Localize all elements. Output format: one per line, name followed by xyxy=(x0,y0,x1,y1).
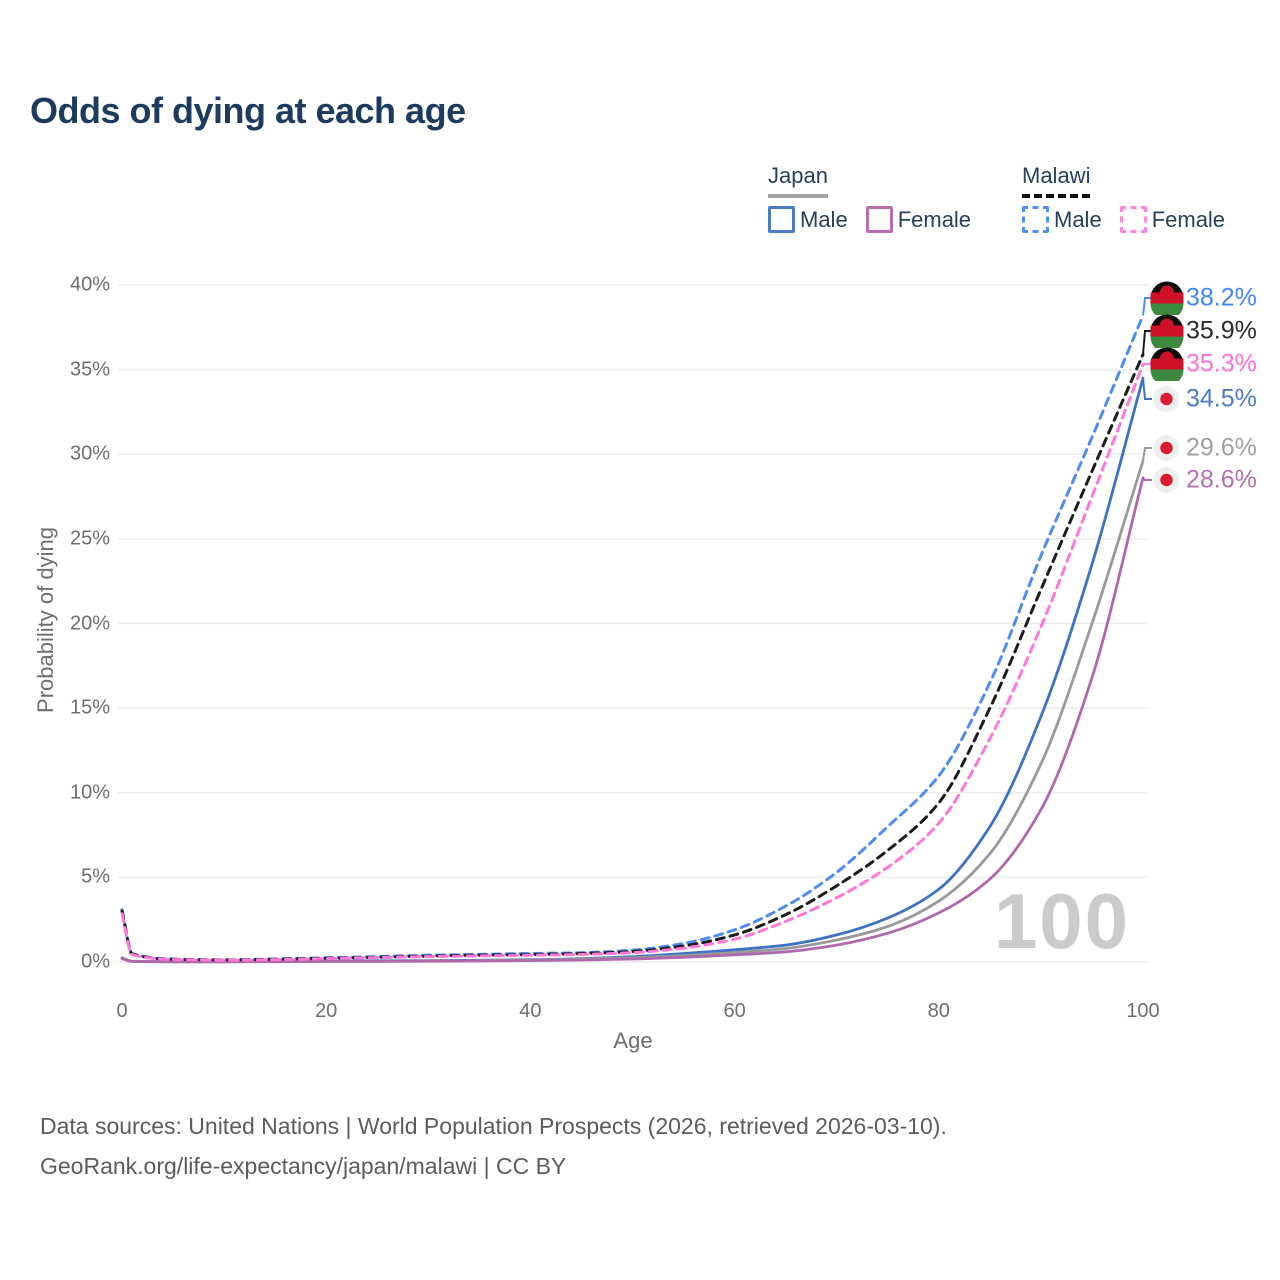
legend-title-malawi[interactable]: Malawi xyxy=(1022,163,1091,198)
gridlines xyxy=(118,284,1148,963)
end-value-label-japan-male: 34.5% xyxy=(1186,384,1257,413)
y-tick-label: 5% xyxy=(81,865,110,888)
x-tick-label: 80 xyxy=(927,1000,950,1022)
end-label-flag-japan xyxy=(1153,435,1180,462)
footer: Data sources: United Nations | World Pop… xyxy=(40,1106,947,1186)
y-axis-title: Probability of dying xyxy=(33,527,58,713)
end-label-flag-malawi-male xyxy=(1150,281,1184,320)
malawi-flag-icon xyxy=(1150,314,1184,353)
x-tick-label: 100 xyxy=(1126,1000,1160,1022)
legend-item-japan-male: Male xyxy=(768,206,848,233)
page-title: Odds of dying at each age xyxy=(30,90,466,131)
x-axis-title: Age xyxy=(613,1028,653,1053)
japan-flag-icon xyxy=(1153,386,1180,412)
end-value-label-japan: 29.6% xyxy=(1186,433,1257,462)
y-tick-label: 25% xyxy=(69,527,110,550)
y-tick-label: 15% xyxy=(69,696,110,719)
end-value-label-japan-female: 28.6% xyxy=(1186,465,1257,494)
x-tick-label: 40 xyxy=(519,1000,542,1022)
series-line-japan-male xyxy=(120,376,1145,964)
legend-item-malawi-male: Male xyxy=(1022,206,1102,233)
x-tick-label: 60 xyxy=(723,1000,746,1022)
legend-group-japan: Japan Male Female xyxy=(768,163,971,233)
legend-items-malawi: Male Female xyxy=(1022,206,1225,233)
end-value-label-malawi-male: 38.2% xyxy=(1186,283,1257,312)
end-label-flag-japan-female xyxy=(1153,467,1180,494)
end-label-flag-malawi xyxy=(1150,314,1184,353)
leader-line-japan xyxy=(1142,447,1152,462)
series-line-malawi-male xyxy=(120,314,1145,962)
end-label-flag-japan-male xyxy=(1153,386,1180,413)
end-value-label-malawi-female: 35.3% xyxy=(1186,349,1257,378)
leader-line-japan-female xyxy=(1142,477,1152,481)
x-tick-label: 20 xyxy=(315,1000,338,1022)
legend-checkbox-malawi-female[interactable] xyxy=(1119,206,1147,233)
japan-flag-icon xyxy=(1153,435,1180,461)
legend-item-japan-female: Female xyxy=(865,206,972,233)
y-tick-label: 10% xyxy=(69,781,110,804)
series-lines xyxy=(120,314,1145,964)
legend-group-malawi: Malawi Male Female xyxy=(1022,163,1225,233)
y-tick-label: 20% xyxy=(69,612,110,634)
legend-checkbox-japan-female[interactable] xyxy=(865,206,893,233)
footer-line-1: Data sources: United Nations | World Pop… xyxy=(40,1113,947,1139)
end-value-label-malawi: 35.9% xyxy=(1186,316,1257,345)
series-line-malawi xyxy=(120,352,1145,962)
japan-flag-icon xyxy=(1153,467,1180,493)
legend-item-label: Male xyxy=(1054,206,1102,232)
legend-checkbox-japan-male[interactable] xyxy=(768,206,795,233)
series-line-malawi-female xyxy=(120,363,1145,962)
legend-item-label: Female xyxy=(1151,206,1226,232)
legend-title-japan[interactable]: Japan xyxy=(768,163,828,198)
legend-item-label: Female xyxy=(897,206,972,232)
malawi-flag-icon xyxy=(1150,281,1184,320)
y-tick-label: 35% xyxy=(69,358,110,381)
legend-item-malawi-female: Female xyxy=(1119,206,1226,233)
watermark-text: 100 xyxy=(993,877,1130,965)
malawi-flag-icon xyxy=(1150,347,1184,386)
x-tick-label: 0 xyxy=(116,1000,128,1022)
leader-line-japan-male xyxy=(1142,378,1152,400)
legend-item-label: Male xyxy=(800,206,848,232)
y-tick-label: 0% xyxy=(81,950,110,973)
y-tick-label: 30% xyxy=(69,442,110,465)
end-label-flag-malawi-female xyxy=(1150,347,1184,386)
legend-items-japan: Male Female xyxy=(768,206,971,233)
footer-line-2: GeoRank.org/life-expectancy/japan/malawi… xyxy=(40,1153,567,1179)
y-tick-label: 40% xyxy=(69,273,110,296)
legend-checkbox-malawi-male[interactable] xyxy=(1022,206,1049,233)
